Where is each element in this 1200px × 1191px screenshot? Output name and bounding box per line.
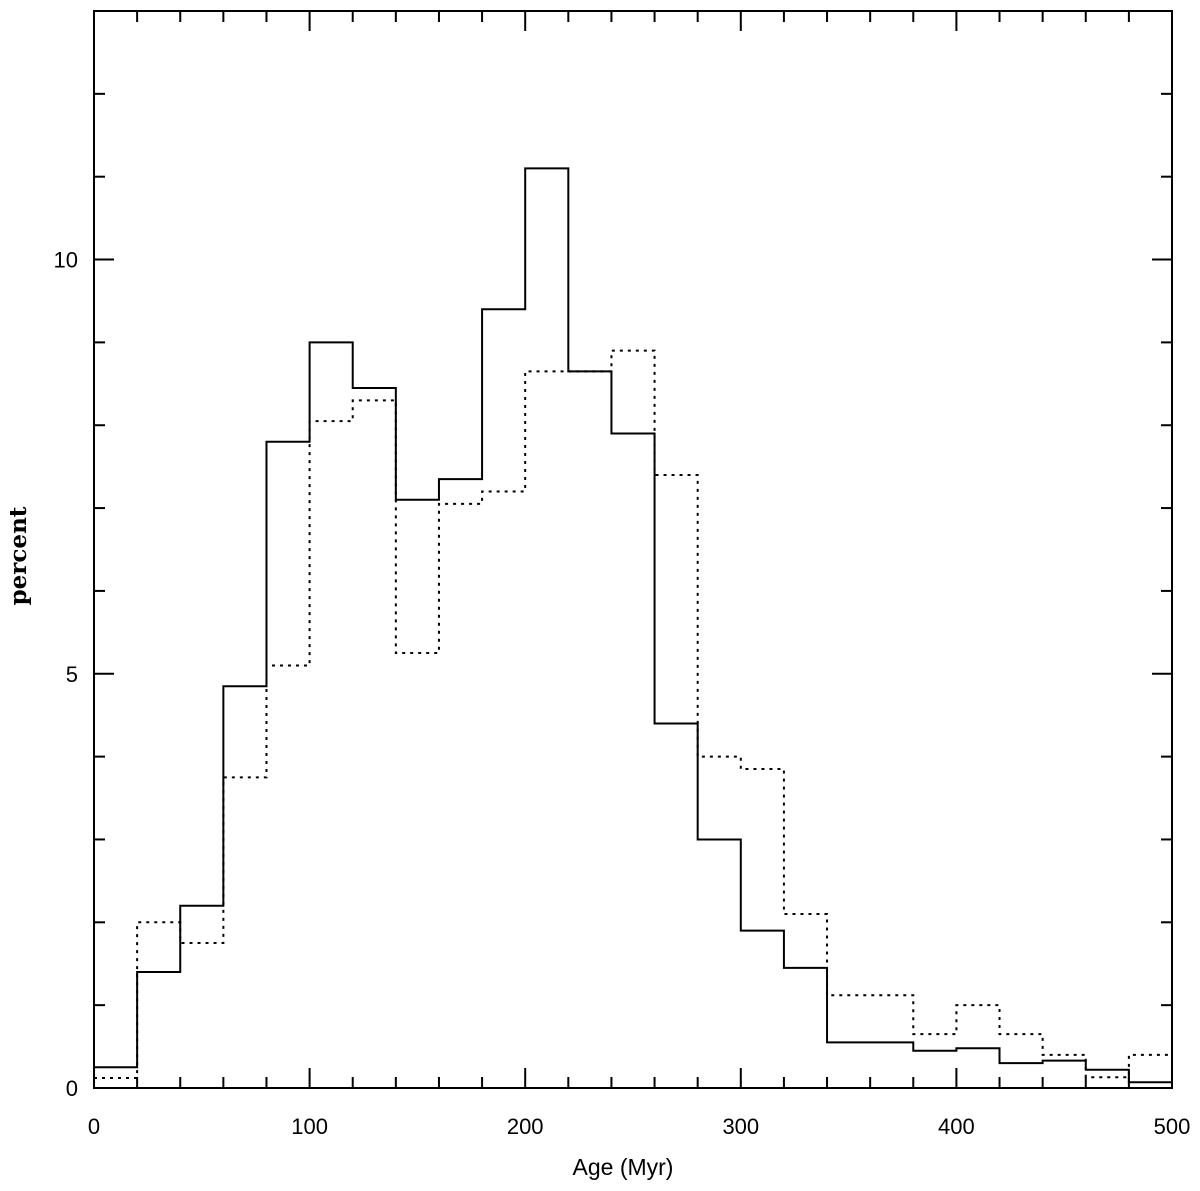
tick-labels: 0 100 200 300 400 500 0 5 10 — [54, 248, 1191, 1139]
x-tick-label: 400 — [938, 1114, 975, 1139]
series-line-dotted — [94, 349, 1172, 1080]
y-tick-label: 10 — [54, 248, 78, 273]
x-axis-title: Age (Myr) — [573, 1154, 674, 1180]
y-axis-title: percent — [5, 506, 32, 605]
series-line-solid — [94, 167, 1172, 1084]
x-tick-label: 200 — [507, 1114, 544, 1139]
series-solid — [94, 167, 1172, 1084]
x-tick-label: 100 — [291, 1114, 328, 1139]
plot-frame — [93, 10, 1173, 1089]
series-dotted — [94, 349, 1172, 1080]
y-tick-label: 0 — [66, 1076, 78, 1101]
x-tick-label: 0 — [88, 1114, 100, 1139]
axis-ticks — [93, 10, 1173, 1089]
x-tick-label: 500 — [1154, 1114, 1191, 1139]
series-layer — [94, 167, 1172, 1084]
x-tick-label: 300 — [722, 1114, 759, 1139]
y-tick-label: 5 — [66, 662, 78, 687]
